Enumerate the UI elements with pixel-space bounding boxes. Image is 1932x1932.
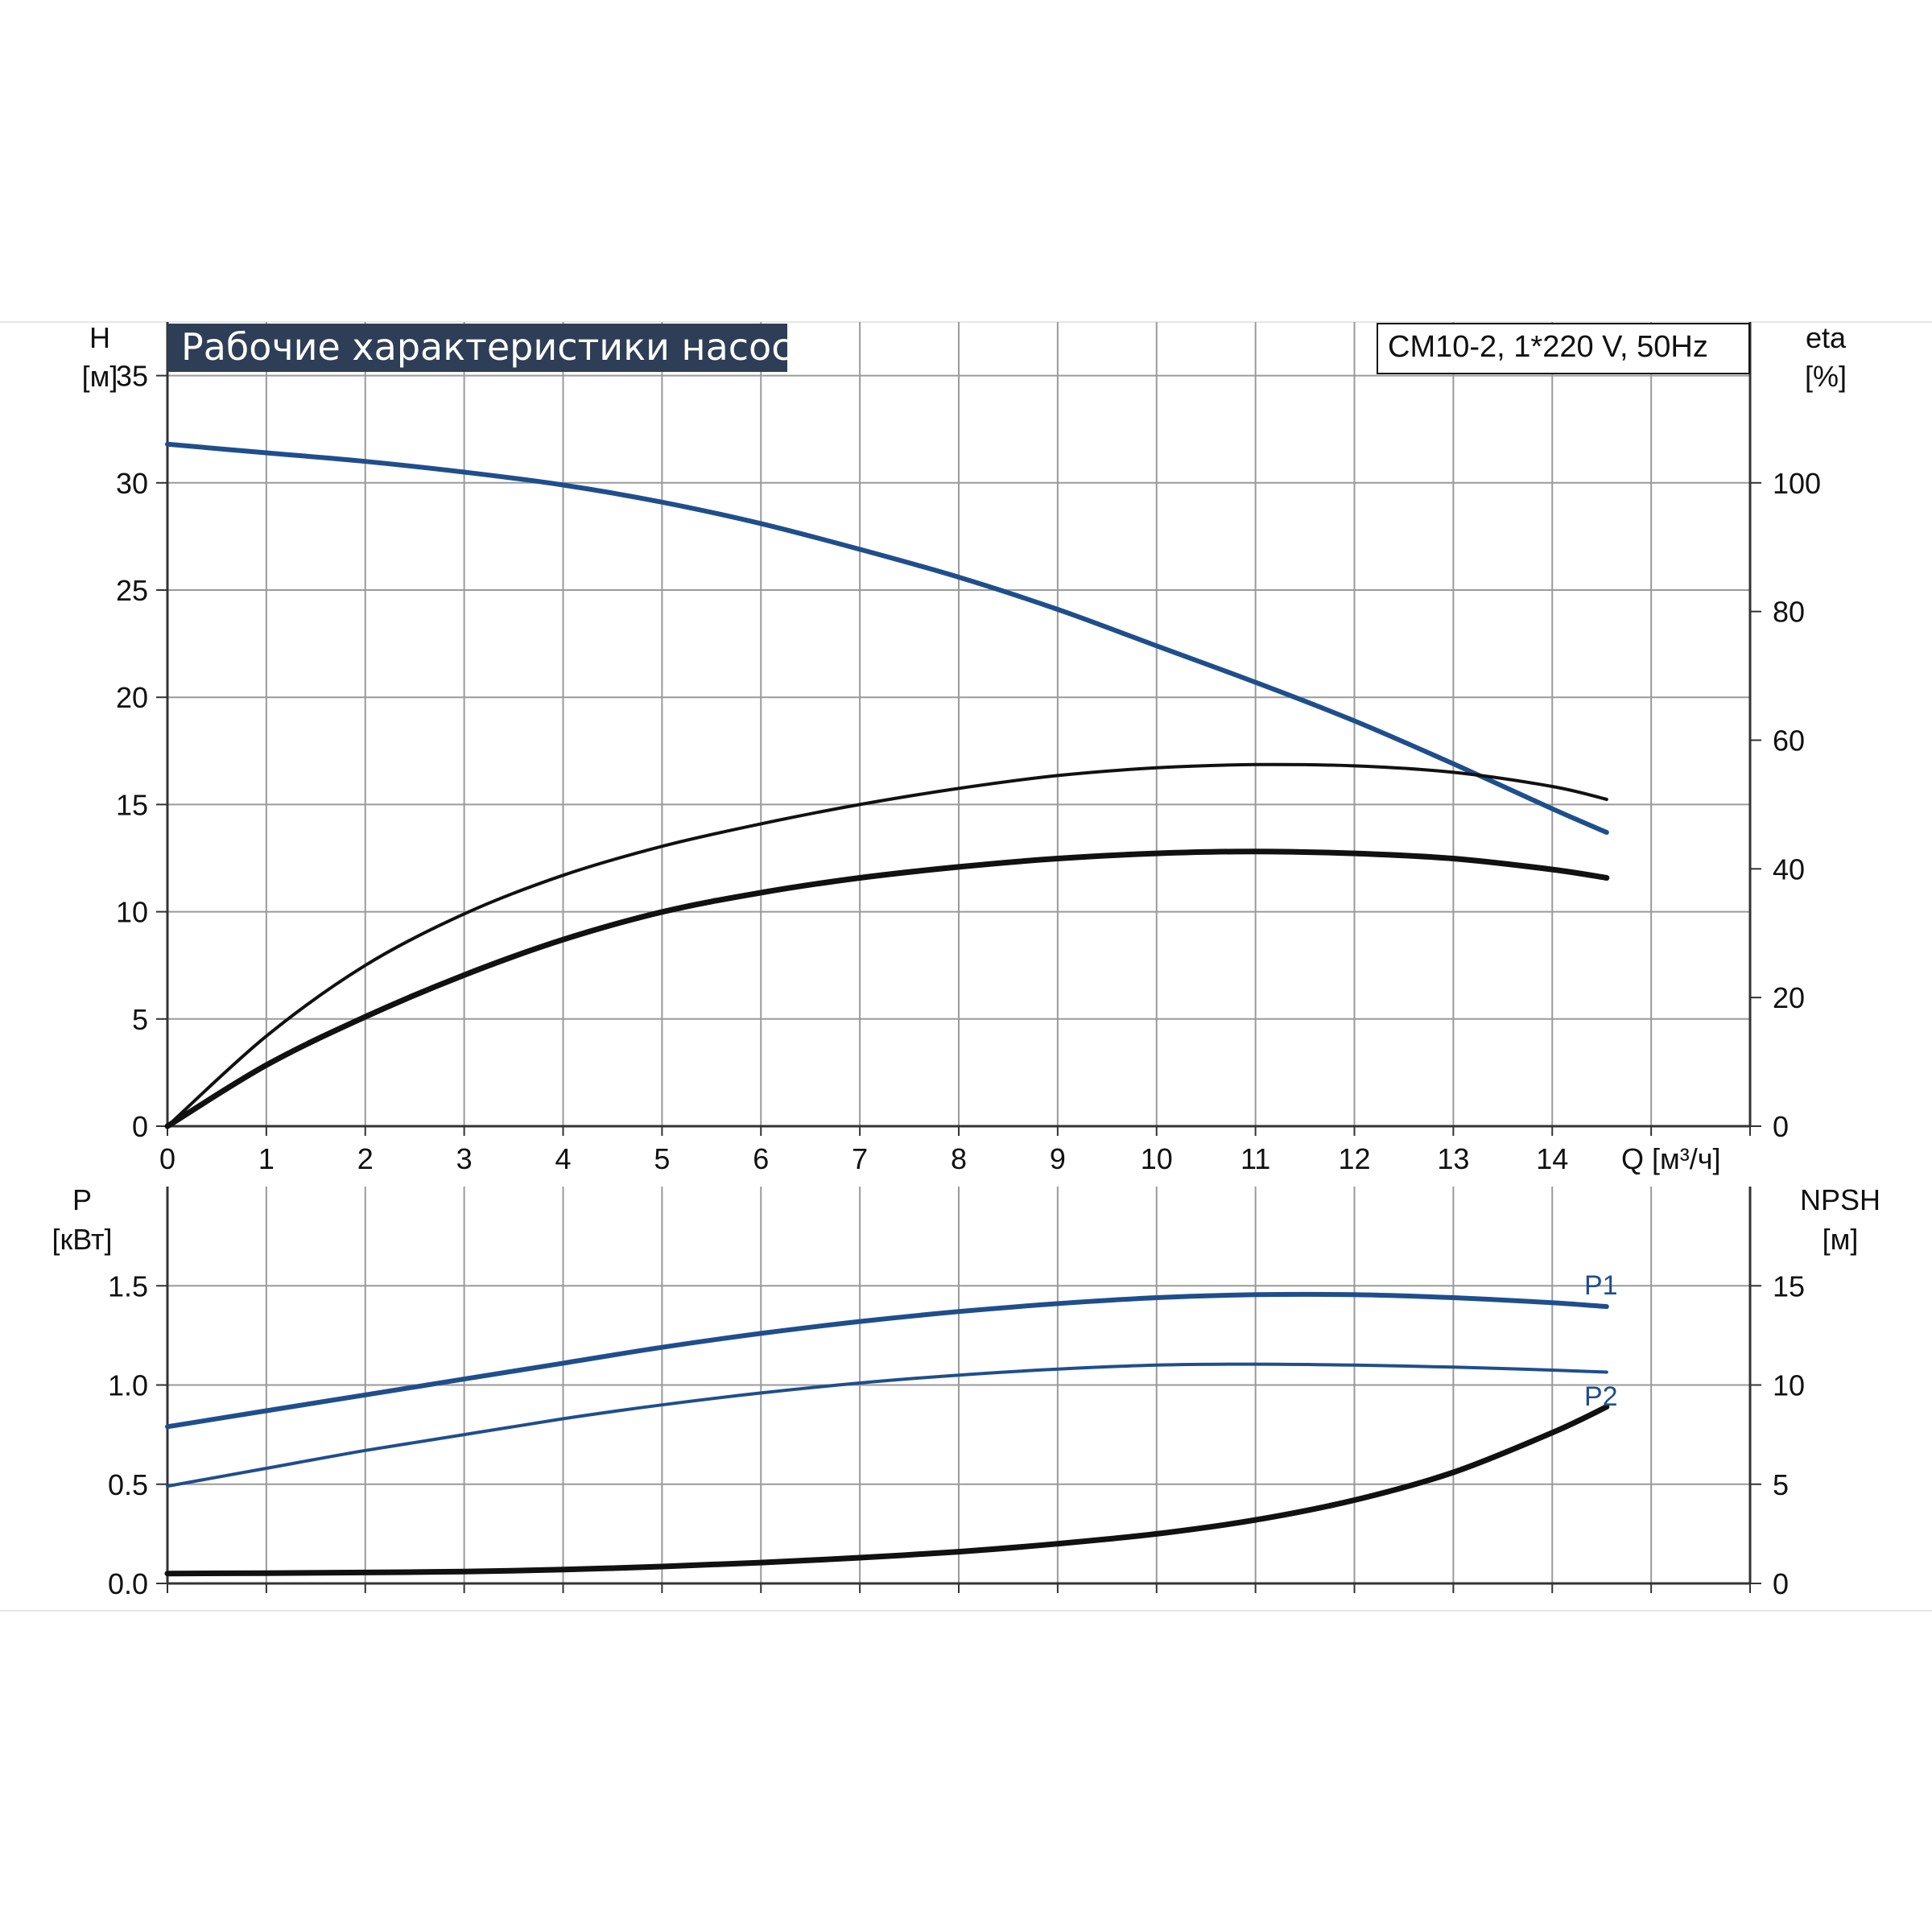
series-line-p1	[165, 1291, 1609, 1430]
model-label: CM10-2, 1*220 V, 50Hz	[1388, 330, 1708, 364]
x-tick-label: 6	[753, 1142, 769, 1175]
x-tick-label: 10	[1141, 1142, 1173, 1175]
series-line-p2	[166, 1362, 1608, 1488]
right-tick-label: 80	[1773, 596, 1805, 629]
p1-curve-label: P1	[1584, 1270, 1618, 1301]
left-tick-label: 5	[132, 1003, 148, 1036]
h-axis-label: H	[89, 321, 110, 354]
left-tick-label: 0.0	[108, 1567, 148, 1600]
left-tick-label: 10	[116, 896, 148, 929]
series-line-h	[165, 441, 1609, 835]
left-tick-label: 1.0	[108, 1369, 148, 1402]
left-tick-label: 1.5	[108, 1269, 148, 1302]
left-tick-label: 25	[116, 574, 148, 607]
chart-title: Рабочие характеристики насоса	[181, 325, 815, 369]
x-tick-label: 12	[1338, 1142, 1370, 1175]
p-axis-label: P	[72, 1183, 92, 1216]
right-tick-label: 40	[1773, 852, 1805, 886]
left-tick-label: 30	[116, 467, 148, 500]
left-tick-label: 15	[116, 788, 148, 821]
x-tick-label: 4	[555, 1142, 571, 1175]
left-tick-label: 35	[116, 360, 148, 393]
p2-curve-label: P2	[1584, 1381, 1618, 1412]
right-tick-label: 5	[1773, 1468, 1789, 1501]
x-tick-label: 9	[1050, 1142, 1066, 1175]
right-tick-label: 60	[1773, 724, 1805, 757]
right-tick-label: 20	[1773, 981, 1805, 1014]
eta-axis-label: eta	[1806, 321, 1847, 354]
x-tick-label: 1	[258, 1142, 275, 1175]
q-axis-label: Q [м³/ч]	[1621, 1142, 1721, 1175]
series-line-eta-pump	[166, 762, 1608, 1128]
right-tick-label: 100	[1773, 467, 1821, 500]
x-tick-label: 8	[951, 1142, 967, 1175]
left-tick-label: 0	[132, 1110, 148, 1143]
right-tick-label: 0	[1773, 1110, 1789, 1143]
h-axis-unit: [м]	[82, 360, 118, 393]
right-tick-label: 15	[1773, 1269, 1805, 1302]
x-tick-label: 2	[357, 1142, 374, 1175]
x-tick-label: 11	[1241, 1142, 1270, 1175]
series-line-eta-total	[164, 848, 1610, 1129]
right-tick-label: 10	[1773, 1369, 1805, 1402]
x-tick-label: 14	[1536, 1142, 1568, 1175]
model-box	[1377, 323, 1750, 374]
x-tick-label: 7	[852, 1142, 868, 1175]
title-banner	[167, 324, 787, 372]
x-tick-label: 0	[159, 1142, 175, 1175]
p-axis-unit: [кВт]	[52, 1223, 112, 1256]
series-line-npsh	[164, 1404, 1610, 1577]
right-tick-label: 0	[1773, 1567, 1789, 1600]
npsh-axis-unit: [м]	[1823, 1223, 1859, 1256]
x-tick-label: 5	[654, 1142, 670, 1175]
left-tick-label: 20	[116, 681, 148, 714]
x-tick-label: 13	[1437, 1142, 1469, 1175]
npsh-axis-label: NPSH	[1800, 1183, 1880, 1216]
eta-axis-unit: [%]	[1805, 360, 1847, 393]
x-tick-label: 3	[456, 1142, 473, 1175]
left-tick-label: 0.5	[108, 1468, 148, 1501]
power-npsh-plot: 0.0 0.5 1.0 1.5 0 5 10 15	[108, 1187, 1805, 1600]
